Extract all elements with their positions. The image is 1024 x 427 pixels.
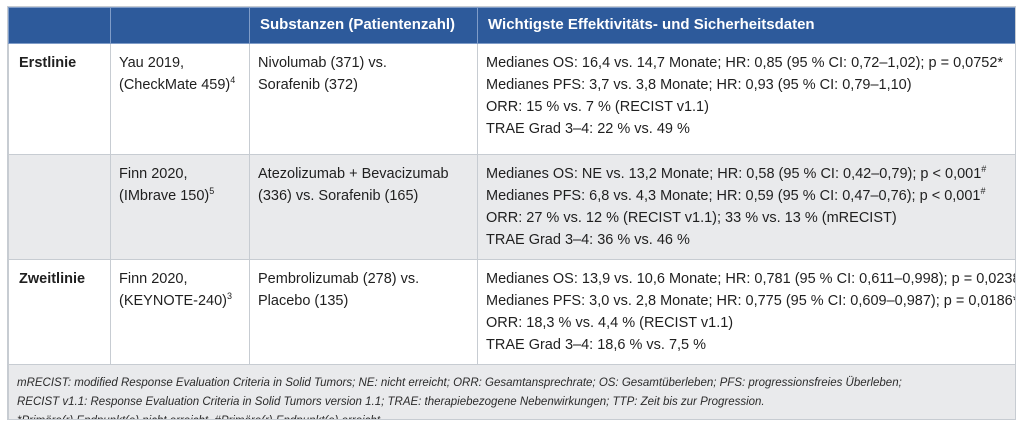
efficacy-cell: Medianes OS: NE vs. 13,2 Monate; HR: 0,5… — [477, 154, 1015, 260]
substances-line: Nivolumab (371) vs. — [258, 55, 387, 71]
footnote-row: mRECIST: modified Response Evaluation Cr… — [8, 364, 1015, 419]
reference-mark: 5 — [209, 186, 215, 197]
study-cell: Finn 2020, (IMbrave 150)5 — [110, 154, 250, 260]
header-row: Substanzen (Patientenzahl) Wichtigste Ef… — [8, 7, 1015, 44]
study-trial: (KEYNOTE-240)3 — [119, 291, 232, 309]
row-category: Zweitlinie — [8, 259, 111, 365]
study-cell: Yau 2019, (CheckMate 459)4 — [110, 43, 250, 155]
footnote-endpoints: *Primäre(r) Endpunkt(e) nicht erreicht. … — [17, 412, 1007, 419]
efficacy-cell: Medianes OS: 13,9 vs. 10,6 Monate; HR: 0… — [477, 259, 1016, 365]
table-row: Zweitlinie Finn 2020, (KEYNOTE-240)3 Pem… — [8, 259, 1016, 365]
row-category: Erstlinie — [8, 43, 111, 155]
footnote-cell: mRECIST: modified Response Evaluation Cr… — [8, 364, 1015, 419]
header-study — [110, 7, 250, 44]
substances-line: Sorafenib (372) — [258, 77, 358, 93]
study-cell: Finn 2020, (KEYNOTE-240)3 — [110, 259, 250, 365]
data-line: TRAE Grad 3–4: 22 % vs. 49 % — [486, 121, 690, 137]
header-category — [8, 7, 111, 44]
data-line: Medianes PFS: 3,0 vs. 2,8 Monate; HR: 0,… — [486, 293, 1016, 309]
study-name: Yau 2019, — [119, 55, 185, 71]
substances-cell: Atezolizumab + Bevacizumab (336) vs. Sor… — [249, 154, 478, 260]
data-line: TRAE Grad 3–4: 36 % vs. 46 % — [486, 232, 690, 248]
data-line: ORR: 27 % vs. 12 % (RECIST v1.1); 33 % v… — [486, 210, 897, 226]
substances-line: Pembrolizumab (278) vs. — [258, 271, 420, 287]
header-substances: Substanzen (Patientenzahl) — [249, 7, 478, 44]
data-line: Medianes OS: 13,9 vs. 10,6 Monate; HR: 0… — [486, 271, 1016, 287]
study-trial: (IMbrave 150)5 — [119, 186, 215, 204]
study-table: Substanzen (Patientenzahl) Wichtigste Ef… — [8, 7, 1016, 419]
footnote-abbreviations: mRECIST: modified Response Evaluation Cr… — [17, 377, 902, 389]
reference-mark: 4 — [230, 75, 236, 86]
header-efficacy-safety: Wichtigste Effektivitäts- und Sicherheit… — [477, 7, 1015, 44]
substances-cell: Nivolumab (371) vs. Sorafenib (372) — [249, 43, 478, 155]
study-name: Finn 2020, — [119, 271, 188, 287]
substances-line: Atezolizumab + Bevacizumab — [258, 166, 449, 182]
table-row: Finn 2020, (IMbrave 150)5 Atezolizumab +… — [8, 154, 1015, 260]
reference-mark: 3 — [226, 291, 232, 302]
primary-endpoint-mark: # — [980, 186, 986, 197]
footnote-abbreviations-cont: RECIST v1.1: Response Evaluation Criteri… — [17, 396, 765, 408]
data-line: ORR: 18,3 % vs. 4,4 % (RECIST v1.1) — [486, 315, 734, 331]
data-line: Medianes PFS: 3,7 vs. 3,8 Monate; HR: 0,… — [486, 77, 912, 93]
table-row: Erstlinie Yau 2019, (CheckMate 459)4 Niv… — [8, 43, 1015, 155]
data-line: ORR: 15 % vs. 7 % (RECIST v1.1) — [486, 99, 709, 115]
data-line: Medianes OS: NE vs. 13,2 Monate; HR: 0,5… — [486, 164, 987, 182]
primary-endpoint-mark: # — [981, 164, 987, 175]
study-table-frame: Substanzen (Patientenzahl) Wichtigste Ef… — [7, 6, 1016, 420]
row-category — [8, 154, 111, 260]
study-trial: (CheckMate 459)4 — [119, 75, 236, 93]
study-name: Finn 2020, — [119, 166, 188, 182]
substances-cell: Pembrolizumab (278) vs. Placebo (135) — [249, 259, 478, 365]
data-line: Medianes OS: 16,4 vs. 14,7 Monate; HR: 0… — [486, 55, 1004, 71]
substances-line: Placebo (135) — [258, 293, 349, 309]
efficacy-cell: Medianes OS: 16,4 vs. 14,7 Monate; HR: 0… — [477, 43, 1015, 155]
data-line: Medianes PFS: 6,8 vs. 4,3 Monate; HR: 0,… — [486, 186, 986, 204]
substances-line: (336) vs. Sorafenib (165) — [258, 188, 419, 204]
data-line: TRAE Grad 3–4: 18,6 % vs. 7,5 % — [486, 337, 707, 353]
